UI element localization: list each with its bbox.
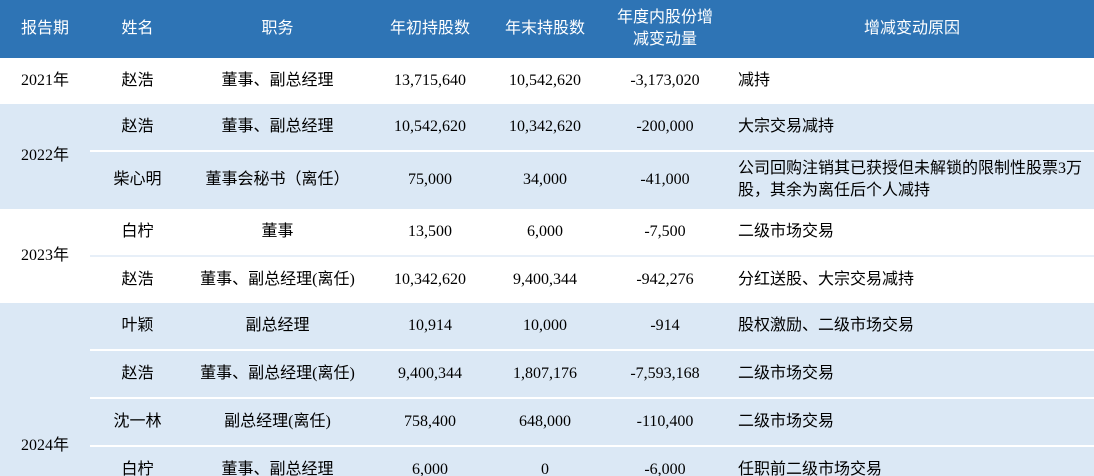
change-cell: -200,000 bbox=[600, 104, 730, 152]
shares-end-cell: 0 bbox=[490, 446, 600, 476]
table-row: 沈一林 副总经理(离任) 758,400 648,000 -110,400 二级… bbox=[0, 398, 1094, 447]
position-cell: 董事、副总经理(离任) bbox=[185, 350, 370, 399]
name-cell: 白柠 bbox=[90, 208, 185, 257]
shares-begin-cell: 758,400 bbox=[370, 398, 490, 447]
header-row: 报告期 姓名 职务 年初持股数 年末持股数 年度内股份增减变动量 增减变动原因 bbox=[0, 0, 1094, 58]
reason-cell: 二级市场交易 bbox=[730, 398, 1094, 447]
shares-end-cell: 10,000 bbox=[490, 302, 600, 351]
table-row: 赵浩 董事、副总经理(离任) 9,400,344 1,807,176 -7,59… bbox=[0, 350, 1094, 399]
name-cell: 赵浩 bbox=[90, 256, 185, 303]
table-row: 2022年 赵浩 董事、副总经理 10,542,620 10,342,620 -… bbox=[0, 104, 1094, 209]
name-cell: 赵浩 bbox=[90, 58, 185, 104]
position-cell: 董事会秘书（离任） bbox=[185, 152, 370, 209]
shares-end-cell: 10,342,620 bbox=[490, 104, 600, 152]
reason-cell: 任职前二级市场交易 bbox=[730, 446, 1094, 476]
shares-end-cell: 10,542,620 bbox=[490, 58, 600, 104]
shares-begin-cell: 10,342,620 bbox=[370, 256, 490, 303]
period-cell: 2024年 bbox=[0, 302, 90, 476]
table-row: 2024年 叶颖 副总经理 10,914 10,000 -914 股权激励、二级… bbox=[0, 302, 1094, 476]
header-shares-end: 年末持股数 bbox=[490, 0, 600, 58]
position-cell: 董事、副总经理 bbox=[185, 446, 370, 476]
name-cell: 赵浩 bbox=[90, 104, 185, 152]
shares-begin-cell: 9,400,344 bbox=[370, 350, 490, 399]
shares-end-cell: 6,000 bbox=[490, 208, 600, 257]
reason-cell: 大宗交易减持 bbox=[730, 104, 1094, 152]
name-cell: 赵浩 bbox=[90, 350, 185, 399]
period-cell: 2023年 bbox=[0, 208, 90, 303]
reason-cell: 减持 bbox=[730, 58, 1094, 104]
period-cell: 2022年 bbox=[0, 104, 90, 209]
change-cell: -942,276 bbox=[600, 256, 730, 303]
header-name: 姓名 bbox=[90, 0, 185, 58]
shares-begin-cell: 6,000 bbox=[370, 446, 490, 476]
table-row: 柴心明 董事会秘书（离任） 75,000 34,000 -41,000 公司回购… bbox=[0, 152, 1094, 209]
reason-cell: 公司回购注销其已获授但未解锁的限制性股票3万股，其余为离任后个人减持 bbox=[730, 152, 1094, 209]
reason-cell: 二级市场交易 bbox=[730, 350, 1094, 399]
shares-begin-cell: 13,500 bbox=[370, 208, 490, 257]
header-position: 职务 bbox=[185, 0, 370, 58]
period-cell: 2021年 bbox=[0, 58, 90, 104]
table-row: 白柠 董事、副总经理 6,000 0 -6,000 任职前二级市场交易 bbox=[0, 446, 1094, 476]
name-cell: 白柠 bbox=[90, 446, 185, 476]
position-cell: 董事 bbox=[185, 208, 370, 257]
name-cell: 叶颖 bbox=[90, 302, 185, 351]
position-cell: 董事、副总经理(离任) bbox=[185, 256, 370, 303]
shares-end-cell: 34,000 bbox=[490, 152, 600, 209]
header-period: 报告期 bbox=[0, 0, 90, 58]
shares-end-cell: 1,807,176 bbox=[490, 350, 600, 399]
shares-begin-cell: 10,914 bbox=[370, 302, 490, 351]
shares-begin-cell: 10,542,620 bbox=[370, 104, 490, 152]
shares-end-cell: 9,400,344 bbox=[490, 256, 600, 303]
change-cell: -7,593,168 bbox=[600, 350, 730, 399]
reason-cell: 分红送股、大宗交易减持 bbox=[730, 256, 1094, 303]
change-cell: -914 bbox=[600, 302, 730, 351]
change-cell: -110,400 bbox=[600, 398, 730, 447]
position-cell: 董事、副总经理 bbox=[185, 58, 370, 104]
change-cell: -3,173,020 bbox=[600, 58, 730, 104]
position-cell: 副总经理 bbox=[185, 302, 370, 351]
name-cell: 沈一林 bbox=[90, 398, 185, 447]
position-cell: 副总经理(离任) bbox=[185, 398, 370, 447]
name-cell: 柴心明 bbox=[90, 152, 185, 209]
header-change: 年度内股份增减变动量 bbox=[600, 0, 730, 58]
change-cell: -41,000 bbox=[600, 152, 730, 209]
table-row: 2023年 白柠 董事 13,500 6,000 -7,500 二级市场交易 bbox=[0, 208, 1094, 303]
header-reason: 增减变动原因 bbox=[730, 0, 1094, 58]
header-shares-begin: 年初持股数 bbox=[370, 0, 490, 58]
position-cell: 董事、副总经理 bbox=[185, 104, 370, 152]
shares-begin-cell: 13,715,640 bbox=[370, 58, 490, 104]
table-row: 赵浩 董事、副总经理(离任) 10,342,620 9,400,344 -942… bbox=[0, 256, 1094, 303]
shares-begin-cell: 75,000 bbox=[370, 152, 490, 209]
change-cell: -6,000 bbox=[600, 446, 730, 476]
shares-end-cell: 648,000 bbox=[490, 398, 600, 447]
table-row: 2021年 赵浩 董事、副总经理 13,715,640 10,542,620 -… bbox=[0, 58, 1094, 104]
reason-cell: 股权激励、二级市场交易 bbox=[730, 302, 1094, 351]
change-cell: -7,500 bbox=[600, 208, 730, 257]
reason-cell: 二级市场交易 bbox=[730, 208, 1094, 257]
